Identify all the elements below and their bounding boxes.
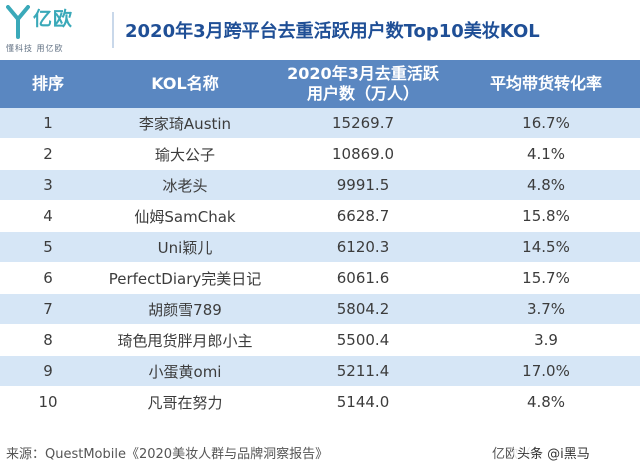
name-cell: 胡颜雪789 (148, 300, 222, 319)
table-row: 7 胡颜雪789 5804.2 3.7% (0, 294, 640, 325)
rank-cell: 2 (43, 145, 53, 163)
source-note: 来源：QuestMobile《2020美妆人群与品牌洞察报告》 (6, 447, 329, 462)
name-cell: PerfectDiary完美日记 (108, 269, 262, 288)
users-cell: 5211.4 (336, 362, 390, 380)
name-cell: 琦色甩货胖月郎小主 (117, 331, 253, 350)
table-row: 2 瑜大公子 10869.0 4.1% (0, 139, 640, 170)
rate-cell: 4.8% (526, 393, 566, 411)
table-body: 1 李家琦Austin 15269.7 16.7% 2 瑜大公子 10869.0 4.1% 3 冰… (0, 108, 640, 418)
chart-title: 2020年3月跨平台去重活跃用户数Top10美妆KOL (125, 21, 540, 42)
header: 亿欧 懂科技 用亿欧 2020年3月跨平台去重活跃用户数Top10美妆KOL (0, 0, 640, 60)
column-header-users-line1: 2020年3月去重活跃 (287, 64, 439, 83)
table-row: 4 仙姆SamChak 6628.7 15.8% (0, 201, 640, 232)
table-row: 9 小蛋黄omi 5211.4 17.0% (0, 356, 640, 387)
rank-cell: 9 (43, 362, 53, 380)
name-cell: Uni颖儿 (157, 238, 213, 257)
table-row: 3 冰老头 9991.5 4.8% (0, 170, 640, 201)
table-header-row: 排序 KOL名称 2020年3月去重活跃 用户数（万人） 平均带货转化率 (0, 60, 640, 108)
rate-cell: 3.9 (534, 331, 558, 349)
rate-cell: 15.8% (522, 207, 570, 225)
column-header-name: KOL名称 (151, 74, 219, 93)
name-cell: 仙姆SamChak (134, 207, 236, 226)
users-cell: 15269.7 (331, 114, 395, 132)
name-cell: 李家琦Austin (138, 114, 232, 133)
rate-cell: 17.0% (522, 362, 570, 380)
table-row: 5 Uni颖儿 6120.3 14.5% (0, 232, 640, 263)
column-header-rate: 平均带货转化率 (489, 74, 602, 93)
rank-cell: 3 (43, 176, 53, 194)
users-cell: 5144.0 (336, 393, 390, 411)
watermark: 头条 @i黑马 (514, 442, 593, 463)
name-cell: 瑜大公子 (154, 145, 215, 164)
kol-table: 排序 KOL名称 2020年3月去重活跃 用户数（万人） 平均带货转化率 1 李家… (0, 60, 640, 418)
logo-text: 亿欧 (33, 8, 74, 30)
rank-cell: 6 (43, 269, 53, 287)
table-row: 10 凡哥在努力 5144.0 4.8% (0, 387, 640, 418)
header-divider (112, 12, 114, 48)
name-cell: 冰老头 (162, 176, 208, 195)
rank-cell: 4 (43, 207, 53, 225)
column-header-rank: 排序 (31, 74, 64, 93)
logo-slogan: 懂科技 用亿欧 (6, 44, 64, 53)
table-row: 6 PerfectDiary完美日记 6061.6 15.7% (0, 263, 640, 294)
rate-cell: 16.7% (522, 114, 570, 132)
rate-cell: 4.8% (526, 176, 566, 194)
rank-cell: 5 (43, 238, 53, 256)
rank-cell: 7 (43, 300, 53, 318)
rate-cell: 14.5% (522, 238, 570, 256)
rate-cell: 15.7% (522, 269, 570, 287)
users-cell: 6628.7 (336, 207, 390, 225)
yiou-logo-icon (6, 5, 30, 39)
rank-cell: 8 (43, 331, 53, 349)
column-header-users: 2020年3月去重活跃 用户数（万人） (274, 64, 452, 104)
users-cell: 6120.3 (336, 238, 390, 256)
rate-cell: 4.1% (526, 145, 566, 163)
table-row: 8 琦色甩货胖月郎小主 5500.4 3.9 (0, 325, 640, 356)
users-cell: 5500.4 (336, 331, 390, 349)
name-cell: 凡哥在努力 (147, 393, 223, 412)
rank-cell: 10 (38, 393, 58, 411)
users-cell: 6061.6 (336, 269, 390, 287)
rate-cell: 3.7% (526, 300, 566, 318)
users-cell: 9991.5 (336, 176, 390, 194)
rank-cell: 1 (43, 114, 53, 132)
table-row: 1 李家琦Austin 15269.7 16.7% (0, 108, 640, 139)
users-cell: 10869.0 (331, 145, 395, 163)
column-header-users-line2: 用户数（万人） (306, 84, 419, 103)
users-cell: 5804.2 (336, 300, 390, 318)
name-cell: 小蛋黄omi (148, 362, 222, 381)
